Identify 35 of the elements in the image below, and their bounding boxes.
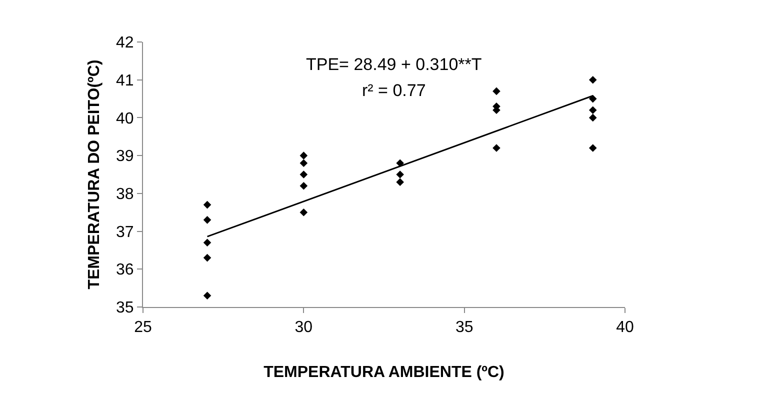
point (396, 178, 404, 186)
y-tick-label: 37 (116, 224, 134, 241)
annotation: TPE= 28.49 + 0.310**T (306, 55, 482, 74)
point (588, 114, 597, 122)
y-axis-title: TEMPERATURA DO PEITO(ºC) (86, 60, 103, 290)
point (588, 94, 597, 103)
annotation: r² = 0.77 (362, 81, 426, 100)
x-tick-label: 25 (134, 319, 152, 336)
x-tick-label: 40 (616, 319, 634, 336)
y-tick-label: 38 (116, 186, 134, 204)
y-tick-label: 41 (116, 72, 134, 90)
y-tick-label: 36 (116, 262, 134, 279)
x-tick-label: 30 (294, 319, 313, 336)
y-tick-label: 40 (116, 110, 134, 128)
point (300, 208, 308, 216)
y-tick-label: 39 (116, 148, 134, 166)
point (300, 182, 308, 190)
point (203, 238, 212, 247)
point (203, 292, 212, 300)
x-axis-title: TEMPERATURA AMBIENTE (ºC) (264, 364, 504, 381)
point (492, 87, 500, 96)
point (203, 254, 212, 262)
point (492, 144, 500, 152)
point (300, 159, 308, 168)
point (396, 170, 404, 178)
point (588, 106, 597, 114)
point (300, 170, 308, 178)
point (588, 76, 597, 84)
x-tick-label: 35 (455, 319, 474, 336)
y-tick-label: 42 (116, 34, 134, 52)
y-tick-label: 35 (116, 300, 134, 317)
point (203, 216, 212, 224)
point (588, 144, 597, 152)
point (300, 152, 308, 160)
point (203, 200, 212, 209)
